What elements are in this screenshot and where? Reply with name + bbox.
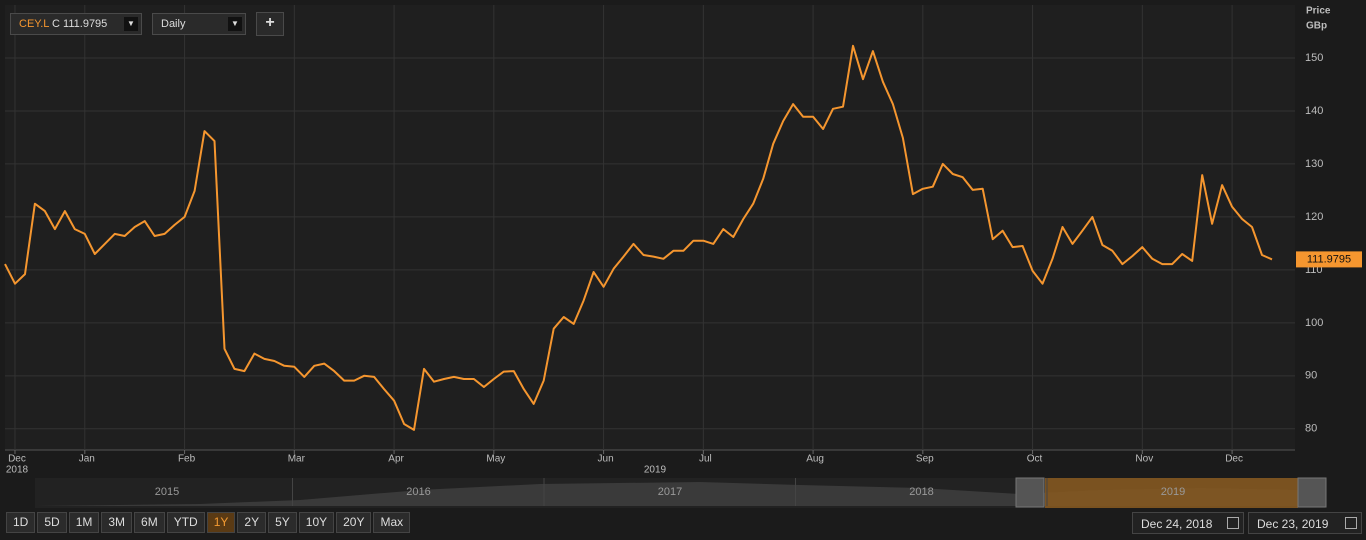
x-tick-label: Aug xyxy=(806,454,824,465)
y-tick-label: 140 xyxy=(1305,105,1323,117)
range-button[interactable]: 10Y xyxy=(298,512,335,533)
range-button[interactable]: 1M xyxy=(68,512,100,533)
last-price-badge xyxy=(1296,251,1362,268)
close-prefix: C xyxy=(52,18,60,30)
y-tick-label: 80 xyxy=(1305,423,1317,435)
navigator-area xyxy=(35,482,1300,506)
y-axis-unit: GBp xyxy=(1306,21,1327,32)
y-axis-label: Price xyxy=(1306,6,1331,17)
close-value: 111.9795 xyxy=(63,18,108,30)
x-year-label: 2018 xyxy=(6,465,29,476)
dropdown-arrow: ▼ xyxy=(124,17,138,31)
add-button[interactable]: + xyxy=(256,12,284,36)
navigator-year: 2018 xyxy=(909,486,933,498)
navigator-year: 2019 xyxy=(1161,486,1185,498)
range-button[interactable]: 5Y xyxy=(268,512,297,533)
date-from-text: Dec 24, 2018 xyxy=(1141,517,1213,531)
range-button[interactable]: 2Y xyxy=(237,512,267,533)
date-to[interactable]: Dec 23, 2019 xyxy=(1248,512,1362,534)
interval: Daily xyxy=(161,18,186,30)
navigator-year: 2017 xyxy=(658,486,682,498)
range-button[interactable]: 6M xyxy=(134,512,165,533)
x-tick-label: Mar xyxy=(288,454,306,465)
x-tick-label: Oct xyxy=(1027,454,1043,465)
x-tick-label: May xyxy=(486,454,505,465)
plot-area xyxy=(5,5,1295,450)
x-tick-label: Feb xyxy=(178,454,196,465)
x-tick-label: Jan xyxy=(79,454,95,465)
range-button[interactable]: 1D xyxy=(6,512,36,533)
date-from[interactable]: Dec 24, 2018 xyxy=(1132,512,1244,534)
range-button[interactable]: 1Y xyxy=(206,512,236,533)
interval-box[interactable]: Daily ▼ xyxy=(152,13,246,35)
range-buttons: 1D 5D 1M 3M 6M YTD 1Y 2Y 5Y 10Y 20Y Max xyxy=(6,512,411,533)
symbol: CEY.L xyxy=(19,18,49,30)
y-tick-label: 120 xyxy=(1305,211,1323,223)
navigator-handle-right[interactable] xyxy=(1297,477,1327,508)
navigator-selection[interactable] xyxy=(1045,478,1298,508)
x-tick-label: Jul xyxy=(699,454,712,465)
range-button[interactable]: 3M xyxy=(101,512,133,533)
x-tick-label: Apr xyxy=(388,454,404,465)
range-button[interactable]: 20Y xyxy=(336,512,372,533)
y-tick-label: 130 xyxy=(1305,158,1323,170)
x-tick-label: Sep xyxy=(916,454,934,465)
x-tick-label: Jun xyxy=(598,454,614,465)
y-tick-label: 90 xyxy=(1305,370,1317,382)
last-price-label: 111.9795 xyxy=(1307,253,1351,265)
navigator-year: 2016 xyxy=(406,486,430,498)
dropdown-arrow: ▼ xyxy=(228,17,242,31)
date-to-text: Dec 23, 2019 xyxy=(1257,517,1329,531)
calendar-icon xyxy=(1345,517,1357,529)
calendar-icon xyxy=(1227,517,1239,529)
x-year-label: 2019 xyxy=(644,465,667,476)
range-button[interactable]: 5D xyxy=(37,512,67,533)
navigator-handle-left[interactable] xyxy=(1015,477,1045,508)
range-button[interactable]: YTD xyxy=(166,512,205,533)
x-tick-label: Dec xyxy=(8,454,26,465)
price-line xyxy=(4,44,1273,431)
x-tick-label: Dec xyxy=(1225,454,1243,465)
x-tick-label: Nov xyxy=(1135,454,1153,465)
y-tick-label: 150 xyxy=(1305,52,1323,64)
range-button[interactable]: Max xyxy=(373,512,411,533)
navigator-year: 2015 xyxy=(155,486,179,498)
y-tick-label: 100 xyxy=(1305,317,1323,329)
symbol-box[interactable]: CEY.L C 111.9795 ▼ xyxy=(10,13,142,35)
